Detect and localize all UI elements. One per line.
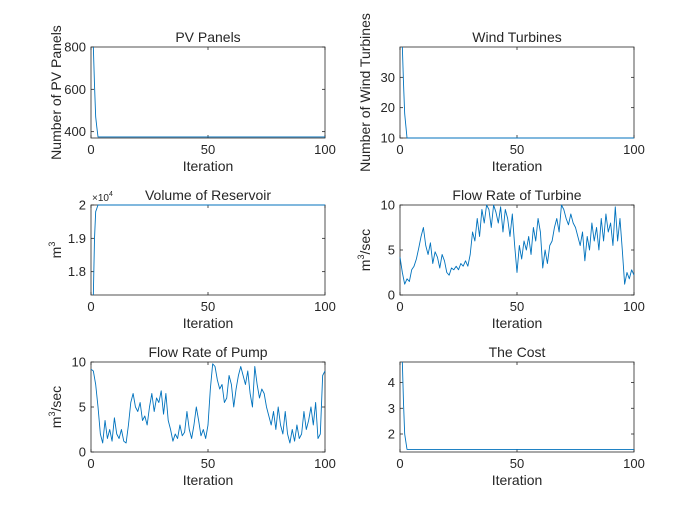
series-line bbox=[90, 363, 326, 444]
x-axis-label: Iteration bbox=[183, 158, 234, 174]
series-line bbox=[92, 204, 325, 296]
y-tick-label: 10 bbox=[72, 355, 86, 370]
chart-title: Flow Rate of Pump bbox=[148, 344, 267, 360]
y-axis-label-base: m bbox=[48, 247, 64, 259]
y-tick-label: 3 bbox=[388, 401, 395, 416]
x-tick-label: 0 bbox=[87, 456, 94, 471]
y-tick-label: 20 bbox=[381, 100, 395, 115]
y-axis-label: m3 bbox=[47, 242, 64, 259]
x-tick-label: 50 bbox=[201, 142, 215, 157]
subplot-1: PV Panels 0 50 100 400 600 800 Iteration Number … bbox=[48, 25, 336, 174]
x-tick-label: 0 bbox=[396, 142, 403, 157]
x-tick-label: 100 bbox=[623, 142, 645, 157]
x-axis-label: Iteration bbox=[492, 315, 543, 331]
series-line bbox=[401, 361, 634, 450]
y-axis-label-base: m bbox=[357, 260, 373, 272]
y-tick-label: 0 bbox=[79, 445, 86, 460]
x-tick-label: 0 bbox=[87, 142, 94, 157]
y-axis-label: m3/sec bbox=[47, 386, 64, 428]
axes-box bbox=[399, 46, 635, 139]
subplot-4: Flow Rate of Turbine 0 50 100 0 5 10 Iteration m… bbox=[356, 187, 645, 331]
subplot-6: The Cost 0 50 100 2 3 4 Iteration bbox=[388, 344, 645, 488]
y-tick-label: 800 bbox=[64, 40, 86, 55]
y-exponent-base: ×10 bbox=[92, 193, 109, 204]
axes-box bbox=[90, 204, 326, 296]
series-line bbox=[401, 46, 634, 139]
y-tick-label: 4 bbox=[388, 375, 395, 390]
x-tick-label: 100 bbox=[623, 299, 645, 314]
y-axis-label-rest: /sec bbox=[48, 386, 64, 412]
y-tick-label: 5 bbox=[388, 243, 395, 258]
y-axis-label-superscript: 3 bbox=[47, 242, 57, 247]
y-tick-label: 400 bbox=[64, 124, 86, 139]
y-tick-label: 10 bbox=[381, 198, 395, 213]
x-tick-label: 100 bbox=[314, 456, 336, 471]
axes-box bbox=[90, 46, 326, 139]
x-axis-label: Iteration bbox=[183, 472, 234, 488]
x-axis-label: Iteration bbox=[492, 472, 543, 488]
y-tick-label: 10 bbox=[381, 131, 395, 146]
y-tick-label: 600 bbox=[64, 82, 86, 97]
x-tick-label: 100 bbox=[314, 142, 336, 157]
chart-title: Wind Turbines bbox=[472, 29, 561, 45]
x-tick-label: 50 bbox=[201, 456, 215, 471]
y-tick-label: 0 bbox=[388, 288, 395, 303]
x-tick-label: 50 bbox=[201, 299, 215, 314]
axes-box bbox=[399, 204, 635, 296]
x-tick-label: 0 bbox=[396, 456, 403, 471]
x-tick-label: 100 bbox=[623, 456, 645, 471]
y-tick-label: 2 bbox=[79, 198, 86, 213]
x-tick-label: 100 bbox=[314, 299, 336, 314]
y-axis-label-text: Number of Wind Turbines bbox=[357, 13, 373, 172]
y-axis-label-text: Number of PV Panels bbox=[48, 25, 64, 160]
x-tick-label: 0 bbox=[396, 299, 403, 314]
y-axis-label-superscript: 3 bbox=[356, 255, 366, 260]
y-tick-label: 30 bbox=[381, 70, 395, 85]
x-axis-label: Iteration bbox=[492, 158, 543, 174]
y-axis-label: m3/sec bbox=[356, 229, 373, 271]
y-axis-label-superscript: 3 bbox=[47, 412, 57, 417]
y-exponent-label: ×104 bbox=[92, 191, 113, 204]
y-tick-label: 5 bbox=[79, 400, 86, 415]
series-line bbox=[92, 46, 325, 138]
y-exponent-power: 4 bbox=[109, 191, 113, 198]
y-tick-label: 1.9 bbox=[68, 231, 86, 246]
x-tick-label: 50 bbox=[510, 456, 524, 471]
x-axis-label: Iteration bbox=[183, 315, 234, 331]
axes-box bbox=[399, 361, 635, 453]
x-tick-label: 0 bbox=[87, 299, 94, 314]
axes-box bbox=[90, 361, 326, 453]
subplot-3: Volume of Reservoir 0 50 100 1.8 1.9 2 Iteratio… bbox=[47, 187, 336, 331]
y-axis-label-base: m bbox=[48, 417, 64, 429]
chart-title: Flow Rate of Turbine bbox=[452, 187, 581, 203]
y-tick-label: 1.8 bbox=[68, 264, 86, 279]
chart-title: PV Panels bbox=[175, 29, 240, 45]
y-tick-label: 2 bbox=[388, 427, 395, 442]
y-axis-label: Number of PV Panels bbox=[48, 25, 64, 160]
subplot-5: Flow Rate of Pump 0 50 100 0 5 10 Iteration m3/s… bbox=[47, 344, 336, 488]
y-axis-label-rest: /sec bbox=[357, 229, 373, 255]
chart-title: Volume of Reservoir bbox=[145, 187, 271, 203]
subplot-2: Wind Turbines 0 50 100 10 20 30 Iteration Number… bbox=[357, 13, 645, 174]
x-tick-label: 50 bbox=[510, 142, 524, 157]
chart-title: The Cost bbox=[489, 344, 546, 360]
series-line bbox=[399, 204, 635, 285]
y-axis-label: Number of Wind Turbines bbox=[357, 13, 373, 172]
x-tick-label: 50 bbox=[510, 299, 524, 314]
